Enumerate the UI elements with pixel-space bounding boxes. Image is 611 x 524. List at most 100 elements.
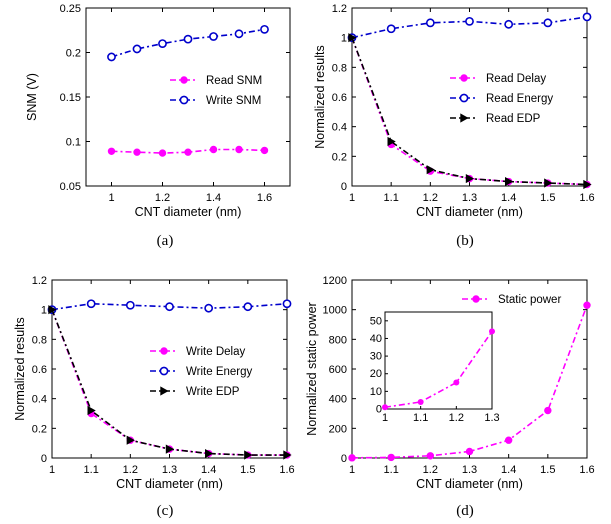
legend-label: Read EDP <box>486 113 541 125</box>
data-point <box>543 18 553 28</box>
data-point <box>426 165 435 175</box>
x-tick-label: 1.2 <box>123 464 138 476</box>
data-point <box>165 444 175 454</box>
data-point <box>583 179 592 190</box>
data-point <box>582 12 592 22</box>
x-tick-label: 1.3 <box>462 464 477 476</box>
data-point <box>48 305 57 315</box>
y-tick-label: 0.8 <box>332 62 347 74</box>
x-tick-label: 1.4 <box>501 192 516 204</box>
x-axis-label: CNT diameter (nm) <box>116 477 223 491</box>
legend-entry: Write EDP <box>150 386 240 398</box>
x-axis-label: CNT diameter (nm) <box>135 205 242 219</box>
series-read-energy <box>347 12 592 43</box>
y-tick-label: 0.8 <box>32 334 47 346</box>
x-tick-label: 1.2 <box>423 464 438 476</box>
y-tick-label: 0.4 <box>332 122 347 134</box>
series-write-edp <box>48 305 292 460</box>
x-tick-label: 1 <box>49 464 55 476</box>
x-tick-label: 1.1 <box>84 464 99 476</box>
legend-label: Static power <box>498 294 561 306</box>
legend-label: Write Delay <box>186 346 245 358</box>
chart-panel-1: 1 1.2 1.4 1.6 0.05 0.1 0.15 0.2 0.25 CNT diameter… <box>25 3 291 249</box>
legend-marker <box>180 76 188 84</box>
data-point <box>158 149 167 157</box>
panel-caption: (a) <box>157 233 174 249</box>
x-tick-label: 1.6 <box>579 192 594 204</box>
series-read-snm <box>107 145 269 157</box>
data-point <box>158 39 167 48</box>
data-point <box>133 148 141 156</box>
y-tick-label: 0.6 <box>32 364 47 376</box>
inset-x-tick-label: 1 <box>382 412 388 424</box>
legend-marker <box>160 347 168 355</box>
legend-entry: Write Energy <box>150 366 253 378</box>
y-tick-label: 0 <box>341 453 347 465</box>
series-write-snm <box>107 24 269 62</box>
y-axis-label: SNM (V) <box>25 73 39 121</box>
legend-entry: Read SNM <box>170 75 262 87</box>
y-tick-label: 0.15 <box>60 92 81 104</box>
data-point <box>184 148 192 156</box>
data-point <box>387 453 395 462</box>
data-point <box>387 136 396 147</box>
legend-marker <box>159 366 169 376</box>
x-tick-label: 1 <box>349 464 355 476</box>
series-line <box>51 309 287 456</box>
y-tick-label: 0.1 <box>66 137 81 149</box>
inset-plot-area <box>384 311 493 410</box>
x-tick-label: 1.5 <box>540 192 555 204</box>
legend-marker <box>179 95 189 105</box>
x-tick-label: 1.4 <box>501 464 516 476</box>
y-tick-label: 800 <box>329 334 347 346</box>
x-axis-label: CNT diameter (nm) <box>416 477 523 491</box>
data-point <box>260 24 269 34</box>
data-point <box>125 300 135 310</box>
x-tick-label: 1.5 <box>240 464 255 476</box>
inset-y-tick-label: 10 <box>370 386 382 398</box>
data-point <box>204 303 214 313</box>
inset-series-line <box>384 330 493 409</box>
x-tick-label: 1.1 <box>384 192 399 204</box>
y-tick-label: 200 <box>329 423 347 435</box>
series-read-delay <box>348 33 591 189</box>
y-tick-label: 1000 <box>323 305 347 317</box>
inset-chart: 1 1.1 1.2 1.3 0 10 20 30 40 50 <box>370 311 500 424</box>
y-tick-label: 0.2 <box>32 423 47 435</box>
data-point <box>209 32 218 41</box>
inset-x-tick-label: 1.2 <box>449 412 464 424</box>
legend-entry: Write Delay <box>150 346 245 358</box>
x-tick-label: 1.4 <box>201 464 216 476</box>
inset-x-tick-label: 1.3 <box>484 412 499 424</box>
data-point <box>87 405 96 416</box>
x-tick-label: 1.6 <box>579 464 594 476</box>
y-tick-label: 1.2 <box>332 3 347 15</box>
legend-marker <box>160 386 169 396</box>
data-point <box>165 302 174 312</box>
y-tick-label: 1200 <box>323 275 347 287</box>
x-tick-label: 1.2 <box>155 192 170 204</box>
data-point <box>386 24 396 34</box>
y-tick-label: 0.6 <box>332 92 347 104</box>
x-tick-label: 1 <box>349 192 355 204</box>
legend-label: Write EDP <box>186 386 240 398</box>
data-point <box>234 29 244 39</box>
data-point <box>348 33 357 43</box>
panel-caption: (d) <box>456 503 474 519</box>
series-read-edp <box>348 33 592 190</box>
y-tick-label: 0.2 <box>332 151 347 163</box>
legend-label: Write SNM <box>206 95 261 107</box>
data-point <box>504 176 514 187</box>
data-point <box>465 173 475 184</box>
data-point <box>504 19 514 29</box>
data-point <box>204 448 214 459</box>
legend-entry: Read EDP <box>450 113 541 125</box>
inset-y-tick-label: 0 <box>376 404 382 416</box>
y-tick-label: 0 <box>341 181 347 193</box>
series-write-energy <box>47 299 292 315</box>
legend-entry: Static power <box>462 294 561 306</box>
x-tick-label: 1.6 <box>257 192 272 204</box>
data-point <box>86 299 96 309</box>
data-point <box>107 52 116 62</box>
data-point <box>426 452 435 460</box>
